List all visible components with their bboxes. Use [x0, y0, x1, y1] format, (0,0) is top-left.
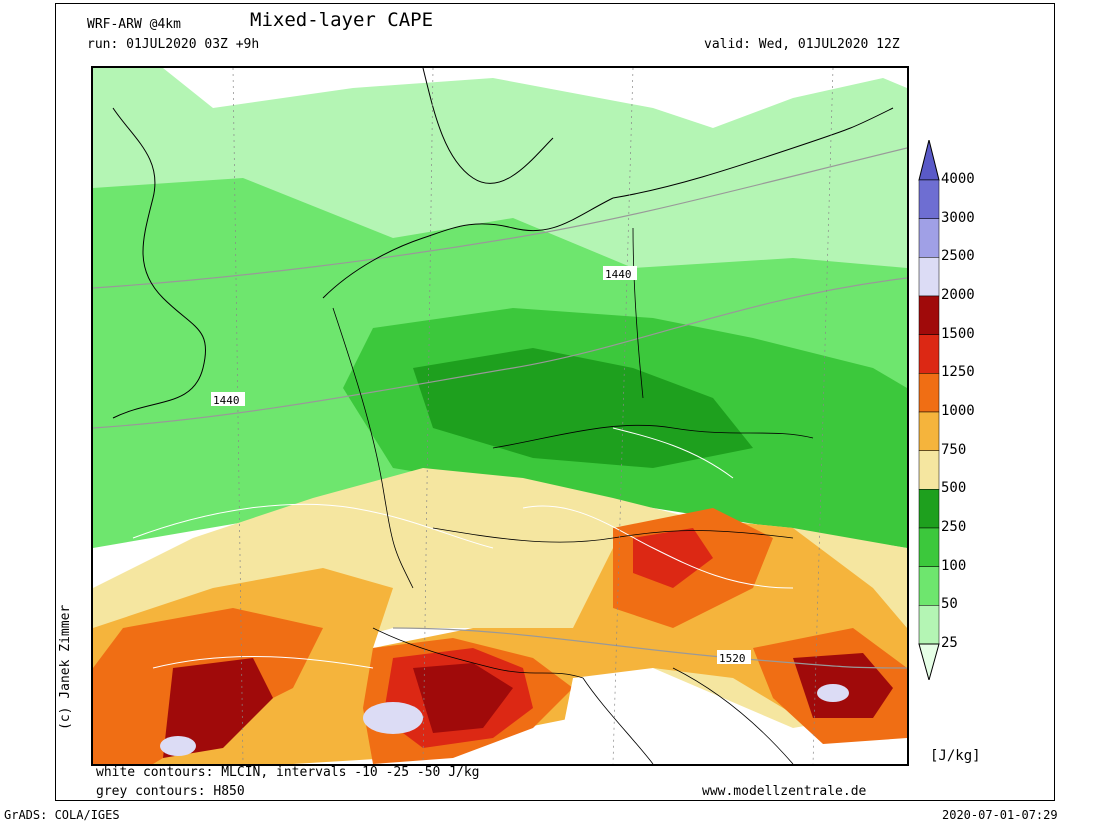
run-label: run: 01JUL2020 03Z +9h	[87, 37, 260, 52]
grads-credit: GrADS: COLA/IGES	[4, 808, 120, 822]
model-label: WRF-ARW @4km	[87, 17, 181, 32]
h850-contour-2	[93, 277, 907, 429]
coastline-italy	[582, 677, 654, 764]
colorbar-segment	[918, 450, 940, 490]
map-canvas: 1440 1440 1520	[93, 68, 907, 764]
cape-band-500	[413, 348, 753, 468]
meridian-4	[812, 68, 834, 764]
border-benelux-germany	[332, 307, 414, 589]
border-germany-poland	[632, 227, 644, 399]
colorbar-tick-label: 50	[941, 596, 958, 613]
colorbar-segment	[918, 257, 940, 297]
contour-label-bg-1	[603, 266, 637, 280]
meridian-1	[232, 68, 244, 764]
colorbar-segment	[918, 527, 940, 567]
cape-band-2000-core3	[793, 653, 893, 718]
colorbar-segment	[918, 179, 940, 219]
mlcin-contour-4	[612, 427, 734, 479]
cape-band-2000-core2	[413, 663, 513, 733]
valid-label: valid: Wed, 01JUL2020 12Z	[704, 37, 900, 52]
coastline-britain	[112, 107, 207, 419]
colorbar-segment	[918, 334, 940, 374]
website-label: www.modellzentrale.de	[702, 784, 867, 799]
colorbar-segment	[918, 411, 940, 451]
timestamp: 2020-07-01-07:29	[942, 808, 1058, 822]
contour-label-bg-2	[211, 392, 245, 406]
contour-label-3: 1520	[719, 652, 746, 665]
colorbar-tick-label: 100	[941, 557, 967, 574]
contour-label-1: 1440	[605, 268, 632, 281]
colorbar	[918, 140, 940, 680]
coastline-north-sea	[322, 197, 614, 299]
colorbar-bottom-arrow	[918, 643, 940, 680]
colorbar-segment	[918, 566, 940, 606]
mlcin-contour-2	[522, 505, 794, 589]
coastline-mediterranean	[372, 627, 584, 679]
coastline-baltic	[612, 107, 894, 199]
colorbar-tick-label: 500	[941, 480, 967, 497]
white-contours-note: white contours: MLCIN, intervals -10 -25…	[96, 765, 480, 780]
plot-frame	[55, 3, 1055, 801]
colorbar-segment	[918, 218, 940, 258]
border-czech	[492, 424, 814, 449]
colorbar-unit: [J/kg]	[930, 748, 981, 764]
colorbar-tick-label: 750	[941, 441, 967, 458]
colorbar-tick-label: 1250	[941, 364, 975, 381]
colorbar-segment	[918, 373, 940, 413]
cape-band-2500-spot1	[363, 702, 423, 734]
cape-band-2000-core1	[163, 658, 273, 758]
coastline-balkan	[672, 667, 794, 764]
mlcin-contour-1	[132, 503, 494, 549]
colorbar-tick-label: 1000	[941, 403, 975, 419]
cape-band-2500-spot3	[817, 684, 849, 702]
contour-label-bg-3	[717, 650, 751, 664]
colorbar-tick-label: 2500	[941, 248, 975, 265]
h850-contour-3	[392, 627, 907, 669]
meridian-3	[612, 68, 634, 764]
contour-label-2: 1440	[213, 394, 240, 407]
colorbar-segment	[918, 295, 940, 335]
colorbar-tick-label: 2000	[941, 287, 975, 303]
colorbar-tick-label: 3000	[941, 209, 975, 226]
author-credit: (c) Janek Zimmer	[58, 604, 73, 730]
cape-band-2500-spot2	[160, 736, 196, 756]
colorbar-segment	[918, 489, 940, 529]
colorbar-tick-label: 4000	[941, 171, 975, 187]
cape-map: 1440 1440 1520	[91, 66, 909, 766]
colorbar-top-arrow	[918, 140, 940, 181]
colorbar-tick-label: 1500	[941, 325, 975, 342]
grey-contours-note: grey contours: H850	[96, 784, 245, 799]
mlcin-contour-3	[152, 655, 374, 669]
colorbar-tick-label: 250	[941, 519, 967, 535]
chart-title: Mixed-layer CAPE	[250, 9, 434, 31]
border-alps	[432, 527, 794, 543]
h850-contour-1	[93, 147, 907, 289]
colorbar-tick-label: 25	[941, 635, 958, 651]
meridian-2	[422, 68, 434, 764]
colorbar-segment	[918, 605, 940, 645]
adriatic-sea	[563, 668, 673, 764]
